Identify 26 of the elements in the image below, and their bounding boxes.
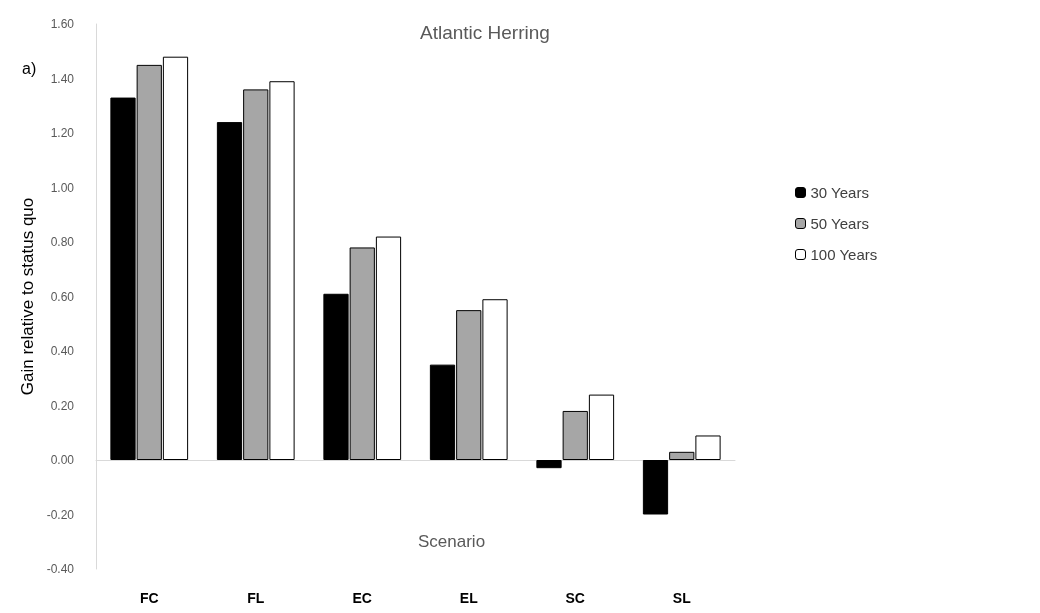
x-tick-label: EC bbox=[352, 590, 372, 606]
y-axis-title: Gain relative to status quo bbox=[17, 197, 37, 396]
text: a) bbox=[22, 59, 37, 77]
x-tick-label: SL bbox=[672, 590, 692, 606]
bar bbox=[642, 460, 669, 515]
y-tick-label: -0.20 bbox=[46, 507, 75, 522]
y-tick-label: 0.20 bbox=[50, 398, 75, 413]
x-tick-label: FL bbox=[247, 590, 265, 606]
bar bbox=[536, 460, 562, 469]
y-tick-label: 1.20 bbox=[50, 126, 75, 140]
y-tick-label: 0.00 bbox=[50, 453, 75, 467]
x-tick-label: SC bbox=[565, 590, 585, 606]
legend-label: 50 Years bbox=[810, 215, 869, 232]
x-tick-label: FC bbox=[139, 590, 159, 606]
chart-title: Atlantic Herring bbox=[420, 22, 550, 43]
legend-label: 30 Years bbox=[810, 184, 869, 201]
x-tick-label: EL bbox=[459, 590, 479, 606]
y-tick-label: 1.00 bbox=[50, 180, 75, 195]
y-tick-label: 1.60 bbox=[50, 17, 75, 31]
x-axis-title: Scenario bbox=[418, 532, 486, 551]
y-tick-label: 1.40 bbox=[50, 71, 75, 86]
y-tick-label: 0.80 bbox=[50, 235, 75, 249]
y-tick-label: -0.40 bbox=[46, 562, 75, 576]
legend-label: 100 Years bbox=[810, 246, 878, 263]
y-tick-label: 0.60 bbox=[50, 289, 75, 304]
y-tick-label: 0.40 bbox=[50, 344, 75, 358]
